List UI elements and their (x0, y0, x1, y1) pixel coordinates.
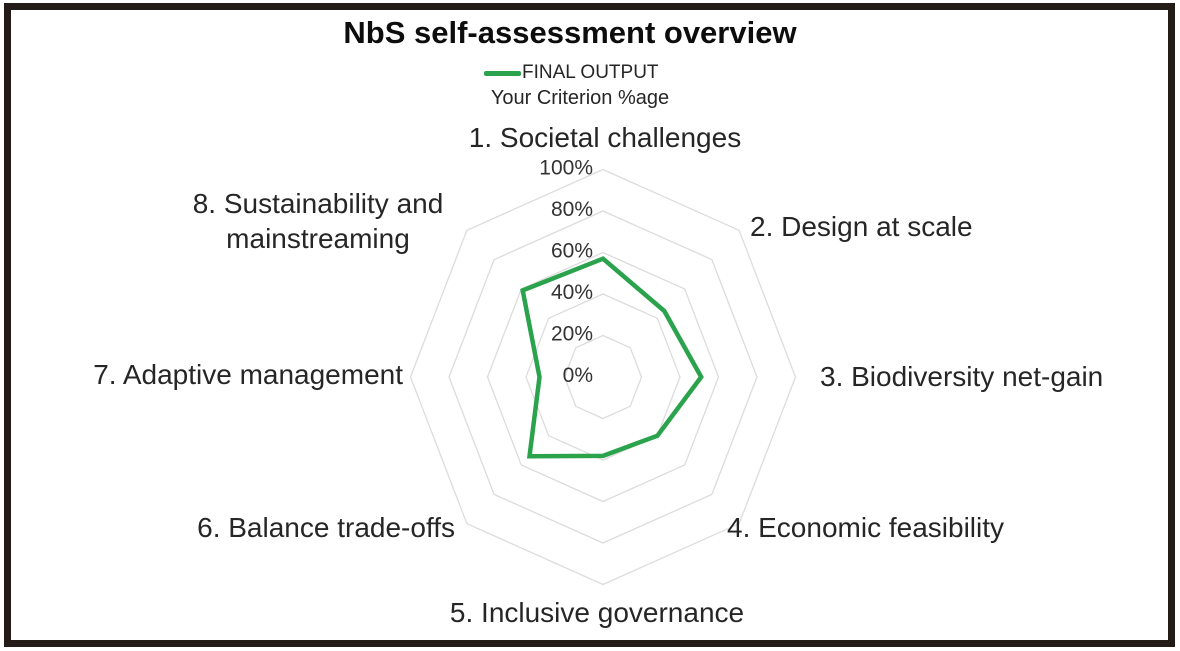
tick-label-60: 60% (551, 240, 593, 263)
grid-ring-80 (448, 210, 758, 544)
axis-label-economic-feasibility: 4. Economic feasibility (727, 512, 1005, 543)
axis-label-inclusive-governance: 5. Inclusive governance (449, 597, 745, 628)
axis-label-balance-trade-offs: 6. Balance trade-offs (197, 512, 455, 543)
axis-label-design-at-scale: 2. Design at scale (750, 211, 973, 242)
chart-title: NbS self-assessment overview (343, 15, 797, 50)
tick-label-40: 40% (551, 281, 593, 304)
legend-sublabel: Your Criterion %age (490, 87, 670, 109)
legend-line-swatch (484, 70, 521, 76)
axis-label-societal-challenges: 1. Societal challenges (468, 122, 742, 153)
axis-label-adaptive-management: 7. Adaptive management (93, 359, 403, 390)
tick-label-80: 80% (551, 198, 593, 221)
axis-label-sustainability-mainstreaming: 8. Sustainability and mainstreaming (192, 188, 444, 255)
axis-label-biodiversity-net-gain: 3. Biodiversity net-gain (820, 361, 1104, 392)
grid-ring-20 (563, 334, 643, 420)
tick-label-0: 0% (563, 364, 593, 387)
tick-label-100: 100% (539, 157, 593, 180)
legend-series-label: FINAL OUTPUT (522, 62, 659, 83)
grid-ring-100 (409, 168, 797, 586)
tick-label-20: 20% (551, 323, 593, 346)
data-series-final-output (520, 256, 704, 459)
grid-ring-40 (525, 293, 681, 461)
legend: FINAL OUTPUT (484, 62, 659, 84)
grid-ring-60 (486, 251, 720, 503)
